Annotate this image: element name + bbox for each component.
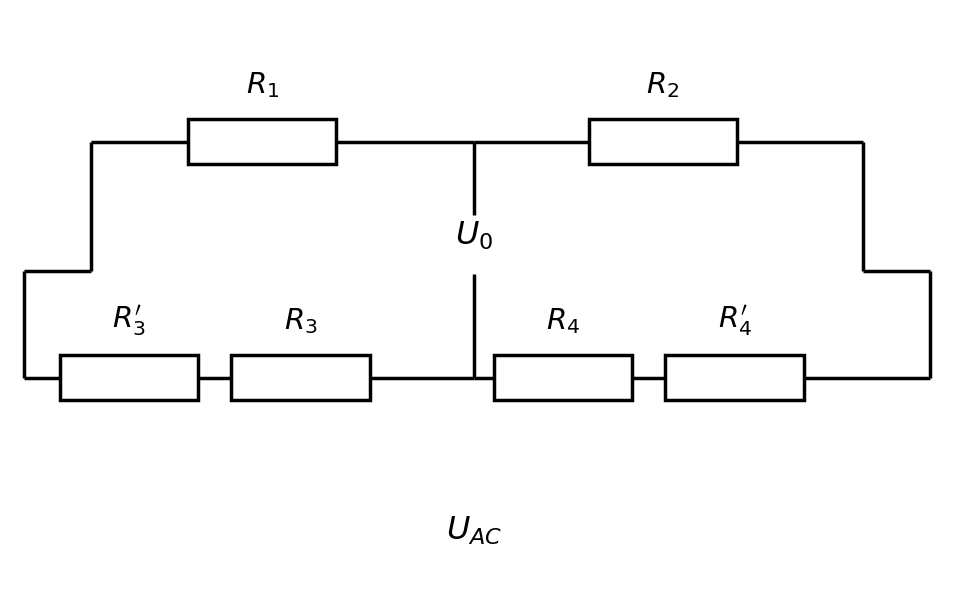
Bar <box>189 119 335 163</box>
Text: $R_3$: $R_3$ <box>283 307 317 336</box>
Text: $R_1$: $R_1$ <box>246 71 278 100</box>
Text: $R_2$: $R_2$ <box>646 71 679 100</box>
Text: $R_4'$: $R_4'$ <box>717 304 751 339</box>
Text: $U_{AC}$: $U_{AC}$ <box>445 515 502 547</box>
Text: $U_0$: $U_0$ <box>455 220 493 252</box>
Bar <box>493 355 631 400</box>
Bar <box>665 355 802 400</box>
Bar <box>60 355 198 400</box>
Bar <box>588 119 736 163</box>
Text: $R_3'$: $R_3'$ <box>112 304 146 339</box>
Bar <box>231 355 369 400</box>
Text: $R_4$: $R_4$ <box>545 307 579 336</box>
